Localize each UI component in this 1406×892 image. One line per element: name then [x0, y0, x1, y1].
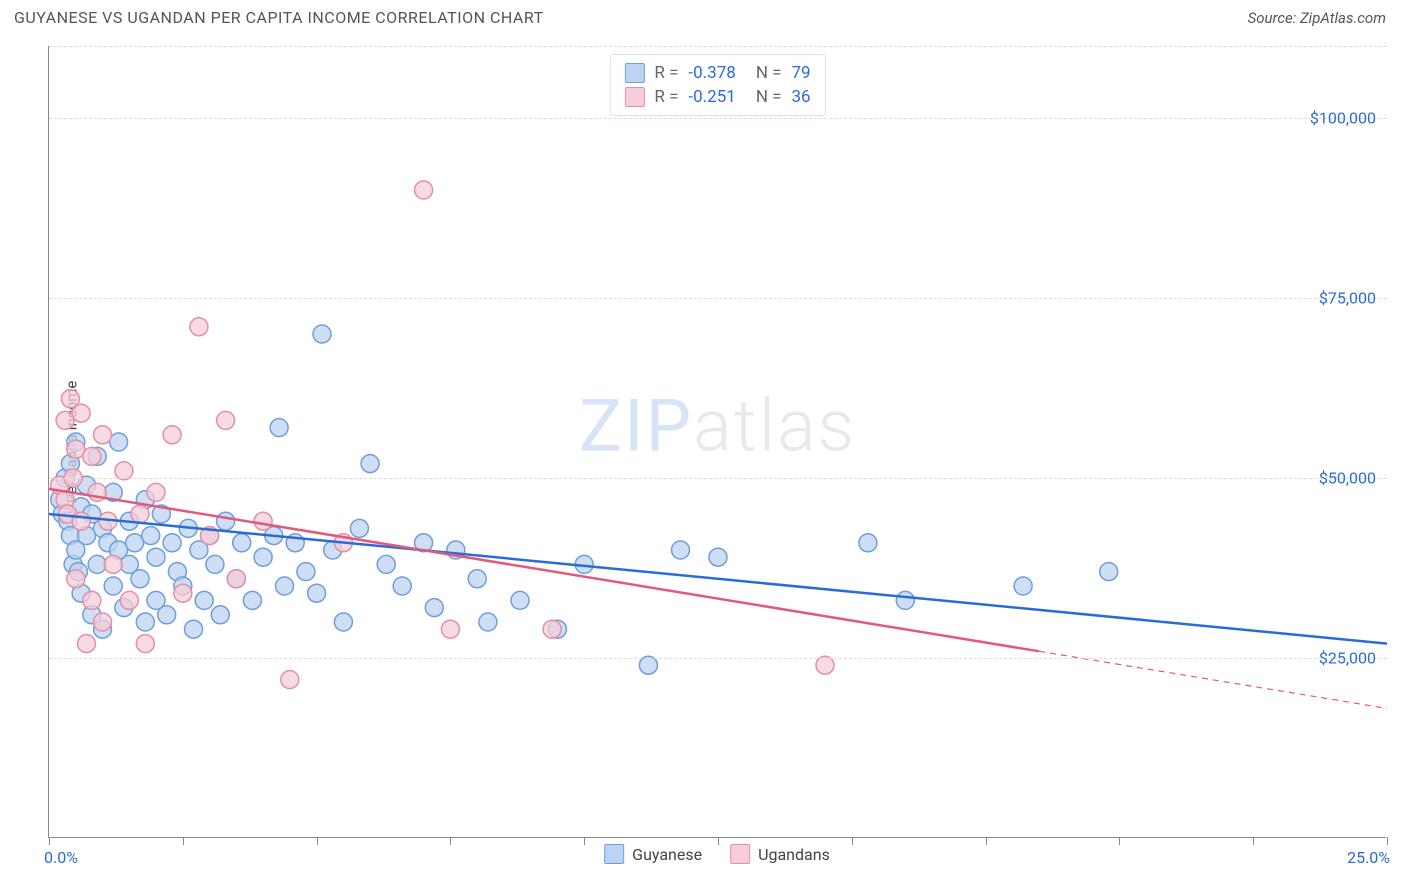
data-point	[859, 534, 877, 552]
x-tick	[1387, 837, 1388, 845]
x-tick	[317, 837, 318, 845]
data-point	[126, 534, 144, 552]
trend-line	[49, 514, 1387, 644]
legend-row: R = -0.251N = 36	[624, 85, 810, 109]
legend-swatch	[624, 87, 644, 107]
data-point	[147, 548, 165, 566]
x-tick	[1119, 837, 1120, 845]
data-point	[350, 519, 368, 537]
data-point	[896, 591, 914, 609]
data-point	[479, 613, 497, 631]
chart-container: Per Capita Income ZIPatlas R = -0.378N =…	[48, 46, 1386, 838]
data-point	[158, 606, 176, 624]
data-point	[393, 577, 411, 595]
legend-swatch	[624, 63, 644, 83]
data-point	[270, 419, 288, 437]
data-point	[72, 512, 90, 530]
y-tick-label: $75,000	[1319, 289, 1376, 308]
data-point	[94, 613, 112, 631]
y-tick-label: $50,000	[1319, 469, 1376, 488]
data-point	[254, 512, 272, 530]
data-point	[78, 635, 96, 653]
x-tick	[584, 837, 585, 845]
legend-row: R = -0.378N = 79	[624, 61, 810, 85]
data-point	[104, 577, 122, 595]
x-tick	[183, 837, 184, 845]
x-tick	[450, 837, 451, 845]
data-point	[468, 570, 486, 588]
data-point	[136, 613, 154, 631]
gridline	[49, 658, 1387, 659]
data-point	[206, 555, 224, 573]
legend-item: Guyanese	[604, 844, 702, 864]
data-point	[83, 591, 101, 609]
data-point	[211, 606, 229, 624]
x-tick	[1253, 837, 1254, 845]
series-legend: Guyanese Ugandans	[604, 844, 830, 864]
data-point	[163, 426, 181, 444]
gridline	[49, 298, 1387, 299]
gridline	[49, 46, 1387, 47]
data-point	[672, 541, 690, 559]
data-point	[190, 318, 208, 336]
data-point	[415, 181, 433, 199]
data-point	[1014, 577, 1032, 595]
data-point	[72, 404, 90, 422]
data-point	[334, 613, 352, 631]
chart-svg	[49, 46, 1387, 838]
data-point	[709, 548, 727, 566]
data-point	[136, 635, 154, 653]
data-point	[110, 433, 128, 451]
legend-swatch	[730, 844, 750, 864]
gridline	[49, 478, 1387, 479]
data-point	[67, 570, 85, 588]
x-tick	[49, 837, 50, 845]
gridline	[49, 118, 1387, 119]
data-point	[163, 534, 181, 552]
data-point	[227, 570, 245, 588]
correlation-legend: R = -0.378N = 79R = -0.251N = 36	[609, 54, 825, 116]
data-point	[297, 563, 315, 581]
data-point	[1100, 563, 1118, 581]
data-point	[441, 620, 459, 638]
data-point	[313, 325, 331, 343]
data-point	[83, 447, 101, 465]
plot-area: ZIPatlas R = -0.378N = 79R = -0.251N = 3…	[48, 46, 1386, 838]
data-point	[254, 548, 272, 566]
data-point	[131, 570, 149, 588]
data-point	[377, 555, 395, 573]
data-point	[185, 620, 203, 638]
data-point	[195, 591, 213, 609]
data-point	[281, 671, 299, 689]
source-credit: Source: ZipAtlas.com	[1248, 9, 1386, 27]
data-point	[174, 584, 192, 602]
data-point	[425, 599, 443, 617]
data-point	[104, 555, 122, 573]
data-point	[94, 426, 112, 444]
data-point	[543, 620, 561, 638]
data-point	[233, 534, 251, 552]
data-point	[142, 527, 160, 545]
chart-title: GUYANESE VS UGANDAN PER CAPITA INCOME CO…	[14, 8, 544, 27]
y-tick-label: $100,000	[1310, 109, 1376, 128]
x-tick	[986, 837, 987, 845]
data-point	[147, 483, 165, 501]
data-point	[308, 584, 326, 602]
legend-swatch	[604, 844, 624, 864]
data-point	[120, 591, 138, 609]
data-point	[276, 577, 294, 595]
data-point	[217, 512, 235, 530]
y-tick-label: $25,000	[1319, 649, 1376, 668]
data-point	[131, 505, 149, 523]
legend-item: Ugandans	[730, 844, 830, 864]
data-point	[361, 455, 379, 473]
data-point	[243, 591, 261, 609]
data-point	[217, 411, 235, 429]
x-tick	[852, 837, 853, 845]
data-point	[511, 591, 529, 609]
